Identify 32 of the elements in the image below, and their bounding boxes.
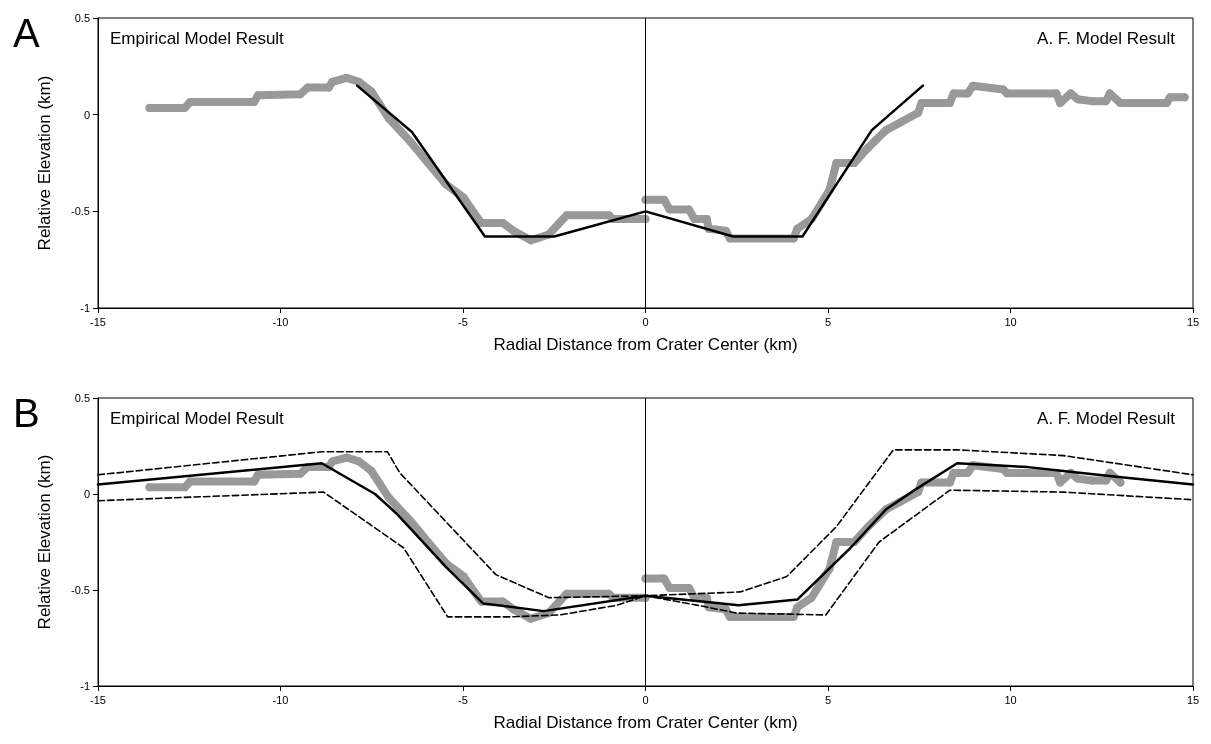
y-axis-title: Relative Elevation (km): [35, 454, 54, 630]
y-tick-label: 0.5: [74, 12, 90, 24]
y-axis-title: Relative Elevation (km): [35, 75, 54, 251]
annotation: Empirical Model Result: [110, 29, 285, 48]
x-axis-title: Radial Distance from Crater Center (km): [493, 335, 798, 354]
annotation: A. F. Model Result: [1037, 409, 1176, 428]
x-tick-label: 0: [642, 315, 649, 328]
x-tick-label: -15: [90, 693, 106, 706]
x-tick-label: 15: [1186, 315, 1200, 328]
x-axis-title: Radial Distance from Crater Center (km): [493, 713, 798, 732]
x-tick-label: -15: [90, 315, 106, 328]
y-tick-label: -1: [80, 302, 90, 314]
x-tick-label: -5: [458, 315, 468, 328]
x-tick-label: -5: [458, 693, 468, 706]
y-tick-label: 0: [83, 108, 90, 121]
x-tick-label: 15: [1186, 693, 1200, 706]
x-tick-label: 5: [824, 315, 832, 328]
x-tick-label: 10: [1004, 693, 1017, 706]
y-tick-label: -1: [80, 680, 90, 692]
y-tick-label: 0: [83, 488, 90, 500]
chart-title: B: [13, 391, 40, 435]
x-tick-label: 0: [642, 693, 649, 706]
annotation: A. F. Model Result: [1037, 29, 1176, 48]
x-tick-label: 5: [824, 693, 832, 706]
y-tick-label: -0.5: [71, 205, 90, 218]
x-tick-label: -10: [272, 315, 289, 328]
x-tick-label: -10: [272, 693, 289, 706]
y-tick-label: 0.5: [74, 392, 90, 404]
annotation: Empirical Model Result: [110, 409, 285, 428]
y-tick-label: -0.5: [71, 584, 90, 596]
chart-title: A: [13, 11, 40, 55]
x-tick-label: 10: [1004, 315, 1017, 328]
